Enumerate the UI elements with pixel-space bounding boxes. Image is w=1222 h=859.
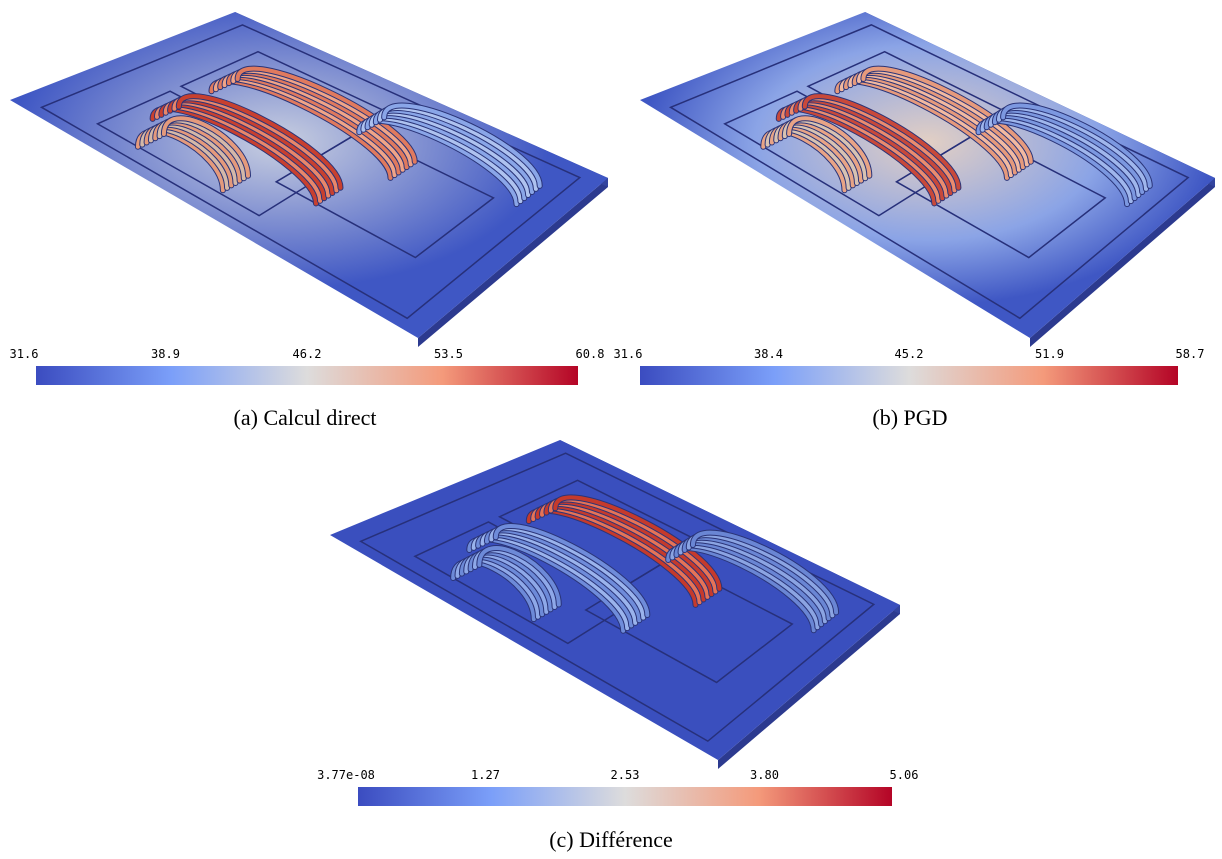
outline xyxy=(668,24,1190,320)
colorbar-tick-label: 38.4 xyxy=(754,347,783,361)
colorbar-tick-label: 51.9 xyxy=(1035,347,1064,361)
wire xyxy=(1001,103,1152,188)
board-side xyxy=(718,605,900,769)
colorbar-tick-label: 3.80 xyxy=(750,768,779,782)
pad xyxy=(584,559,794,684)
pad xyxy=(895,131,1107,259)
wire xyxy=(161,116,251,178)
caption: (b) PGD xyxy=(872,405,947,430)
pad xyxy=(274,131,495,259)
colorbar-tick-label: 45.2 xyxy=(895,347,924,361)
colorbar-tick-label: 38.9 xyxy=(151,347,180,361)
board-side xyxy=(1030,178,1215,347)
caption: (c) Différence xyxy=(549,827,673,852)
board xyxy=(10,12,608,347)
outline xyxy=(359,452,876,743)
wire xyxy=(787,116,872,178)
colorbar-tick-label: 31.6 xyxy=(614,347,643,361)
wire xyxy=(802,94,961,190)
colorbar-tick-label: 2.53 xyxy=(611,768,640,782)
wire xyxy=(176,94,343,190)
colorbar xyxy=(640,366,1178,385)
board xyxy=(640,12,1215,347)
wire xyxy=(861,66,1033,164)
wire xyxy=(690,530,839,615)
board-side xyxy=(418,178,608,347)
colorbar-tick-label: 53.5 xyxy=(434,347,463,361)
colorbar-tick-label: 5.06 xyxy=(890,768,919,782)
outline xyxy=(39,24,582,320)
colorbar-tick-label: 31.6 xyxy=(10,347,39,361)
wire xyxy=(493,523,650,617)
wire xyxy=(235,66,417,164)
wire xyxy=(382,103,542,188)
wire xyxy=(477,546,561,607)
colorbar xyxy=(36,366,578,385)
colorbar-tick-label: 3.77e-08 xyxy=(317,768,375,782)
renderings xyxy=(10,12,1215,769)
colorbar-tick-label: 46.2 xyxy=(293,347,322,361)
colorbar-tick-label: 1.27 xyxy=(471,768,500,782)
colorbar-tick-label: 60.8 xyxy=(576,347,605,361)
colorbar xyxy=(358,787,892,806)
colorbar-tick-label: 58.7 xyxy=(1176,347,1205,361)
labels: 31.6 38.9 46.2 53.5 60.8 (a) Calcul direct 31.… xyxy=(10,347,1205,852)
board xyxy=(330,440,900,769)
caption: (a) Calcul direct xyxy=(234,405,377,430)
wire xyxy=(553,495,722,591)
